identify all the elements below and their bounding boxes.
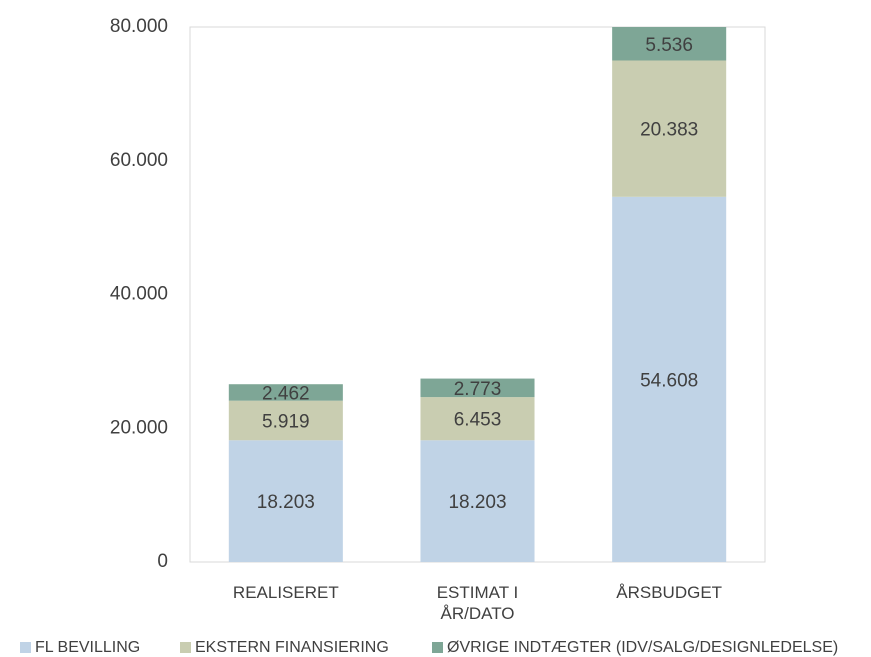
bar-segment <box>420 378 535 398</box>
x-tick-label: ÅRSBUDGET <box>616 583 723 602</box>
data-label: 5.919 <box>262 411 310 432</box>
bar-segment <box>612 27 727 61</box>
data-label: 54.608 <box>640 370 698 391</box>
x-tick-label: ESTIMAT I ÅR/DATO <box>436 583 519 623</box>
legend-label: EKSTERN FINANSIERING <box>195 639 389 656</box>
y-tick-label: 40.000 <box>110 284 168 305</box>
bar-segment <box>228 384 343 401</box>
legend-label: ØVRIGE INDTÆGTER (IDV/SALG/DESIGNLEDELSE… <box>447 639 838 656</box>
bar-segment <box>612 196 727 562</box>
bar-segment <box>420 440 535 562</box>
data-label: 2.462 <box>262 383 310 404</box>
legend-swatch <box>432 642 443 653</box>
data-label: 6.453 <box>454 410 502 431</box>
y-tick-label: 80.000 <box>110 16 168 37</box>
legend-label: FL BEVILLING <box>35 639 140 656</box>
legend-swatch <box>20 642 31 653</box>
bar-segment <box>612 60 727 197</box>
bars <box>228 27 727 562</box>
data-label: 5.536 <box>645 35 693 56</box>
y-tick-label: 60.000 <box>110 150 168 171</box>
legend-swatch <box>180 642 191 653</box>
data-label: 20.383 <box>640 120 698 141</box>
y-tick-label: 20.000 <box>110 417 168 438</box>
data-label: 2.773 <box>454 379 502 400</box>
bar-segment <box>228 400 343 441</box>
bar-segment <box>420 397 535 441</box>
data-label: 18.203 <box>448 492 506 513</box>
data-label: 18.203 <box>257 492 315 513</box>
x-tick-label: REALISERET <box>232 583 339 602</box>
y-tick-label: 0 <box>157 551 168 572</box>
bar-segment <box>228 440 343 562</box>
